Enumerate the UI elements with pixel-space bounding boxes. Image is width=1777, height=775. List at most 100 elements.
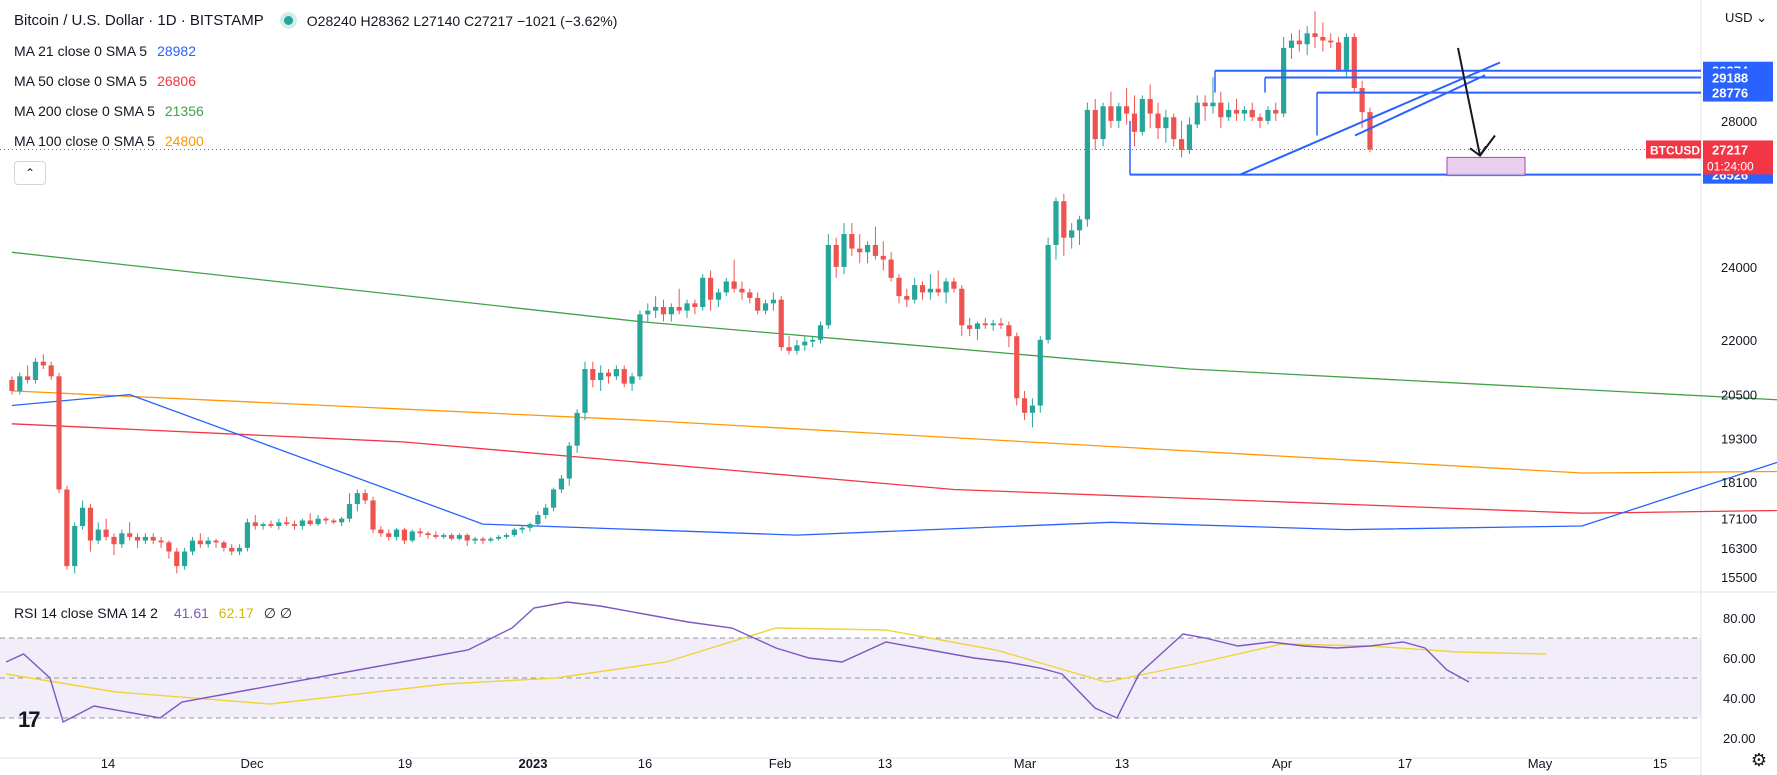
candle-body (825, 244, 831, 326)
time-tick-label: 13 (1115, 756, 1129, 771)
candle-body (1084, 109, 1090, 220)
candle (166, 540, 172, 559)
candle-body (189, 540, 196, 552)
collapse-legend-button[interactable]: ⌃ (14, 161, 46, 185)
candle-body (880, 255, 886, 260)
candle (794, 339, 800, 355)
gear-icon[interactable]: ⚙ (1750, 750, 1767, 770)
axes: 28000 24000 22000 20500 19300 18100 17100 16300… (101, 61, 1773, 771)
ma21-label: MA 21 close 0 SMA 5 (14, 43, 148, 59)
rsi-tick-label: 80.00 (1723, 611, 1756, 626)
candle (401, 527, 408, 545)
candle-body (1061, 201, 1067, 238)
candle (9, 376, 15, 395)
candle-body (896, 277, 902, 297)
candle-body (864, 244, 871, 253)
candle (613, 365, 619, 380)
candle (943, 277, 949, 304)
candle (1178, 120, 1185, 158)
candle-body (1131, 113, 1138, 132)
candle-body (982, 323, 988, 326)
rsi-label: RSI 14 close SMA 14 2 (14, 605, 158, 621)
price-level-label[interactable]: 28776 (1703, 83, 1773, 102)
rsi-sma-value: 62.17 (218, 605, 254, 621)
candle (1359, 80, 1365, 129)
candle-body (590, 369, 596, 380)
candle-body (260, 524, 266, 526)
candle (951, 277, 957, 293)
currency-selector[interactable]: USD ⌄ (1725, 10, 1767, 26)
down-arrow-line[interactable] (1457, 47, 1481, 156)
candle-body (25, 376, 31, 380)
rsi-extra: ∅ ∅ (263, 605, 293, 621)
candle (111, 533, 117, 556)
trend-line[interactable] (1354, 74, 1486, 137)
candle-body (613, 369, 619, 377)
candle-body (1069, 230, 1075, 238)
candle (660, 299, 667, 322)
candle (1218, 91, 1224, 129)
candle (1194, 95, 1200, 129)
candle (1045, 237, 1051, 344)
candle (1131, 95, 1138, 147)
candle-body (967, 325, 973, 329)
candle (872, 226, 879, 260)
ma100-legend[interactable]: MA 100 close 0 SMA 5 24800 (14, 133, 204, 149)
candle (770, 292, 776, 311)
candle-body (912, 285, 918, 300)
ma50-legend[interactable]: MA 50 close 0 SMA 5 26806 (14, 73, 196, 89)
candle (598, 365, 604, 391)
candle-body (362, 493, 368, 501)
candle (550, 487, 557, 512)
candle (527, 522, 533, 532)
symbol-price-label[interactable]: BTCUSD 27217 01:24:00 (1646, 140, 1773, 175)
price-tick-label: 24000 (1721, 260, 1757, 275)
target-zone[interactable] (1446, 156, 1526, 177)
candle-body (307, 520, 313, 525)
candle (1076, 215, 1083, 245)
candle (1233, 98, 1240, 121)
candle (1312, 11, 1318, 48)
candle (912, 277, 918, 304)
trend-line[interactable] (1239, 61, 1501, 176)
candle-body (378, 529, 384, 534)
ma21-legend[interactable]: MA 21 close 0 SMA 5 28982 (14, 43, 196, 59)
symbol-title[interactable]: Bitcoin / U.S. Dollar · 1D · BITSTAMP (14, 12, 264, 29)
candle (503, 533, 510, 539)
candle (142, 533, 148, 545)
candle-body (1335, 42, 1342, 70)
candle-body (762, 303, 769, 311)
tradingview-logo-icon[interactable]: 17 (18, 707, 41, 732)
price-tick-label: 20500 (1721, 388, 1757, 403)
candle (1014, 332, 1020, 406)
rsi-line (5, 601, 1470, 724)
candle (990, 319, 996, 331)
candle (1351, 33, 1357, 92)
candle-body (386, 533, 392, 537)
candle (158, 536, 164, 548)
rsi-legend[interactable]: RSI 14 close SMA 14 2 41.61 62.17 ∅ ∅ (14, 605, 292, 622)
price-level-label[interactable]: 29188 (1703, 68, 1773, 87)
candle (1069, 223, 1075, 249)
candle-body (974, 323, 981, 329)
ma200-legend[interactable]: MA 200 close 0 SMA 5 21356 (14, 103, 204, 119)
candle (150, 533, 156, 545)
candle (197, 533, 203, 548)
candle-body (1265, 109, 1271, 121)
candle-body (1171, 117, 1177, 140)
candle-body (558, 478, 565, 490)
candle-body (1273, 109, 1279, 114)
candle (1265, 106, 1271, 125)
time-tick-label: 17 (1398, 756, 1412, 771)
candle-body (872, 244, 879, 256)
candle-body (629, 376, 635, 384)
ma200-label: MA 200 close 0 SMA 5 (14, 103, 155, 119)
candle-body (441, 535, 447, 537)
candle (1139, 95, 1145, 136)
candle-body (456, 535, 462, 539)
candle (260, 522, 266, 530)
candle (95, 522, 101, 545)
ma100-value: 24800 (164, 133, 204, 149)
candle-body (1092, 109, 1098, 140)
